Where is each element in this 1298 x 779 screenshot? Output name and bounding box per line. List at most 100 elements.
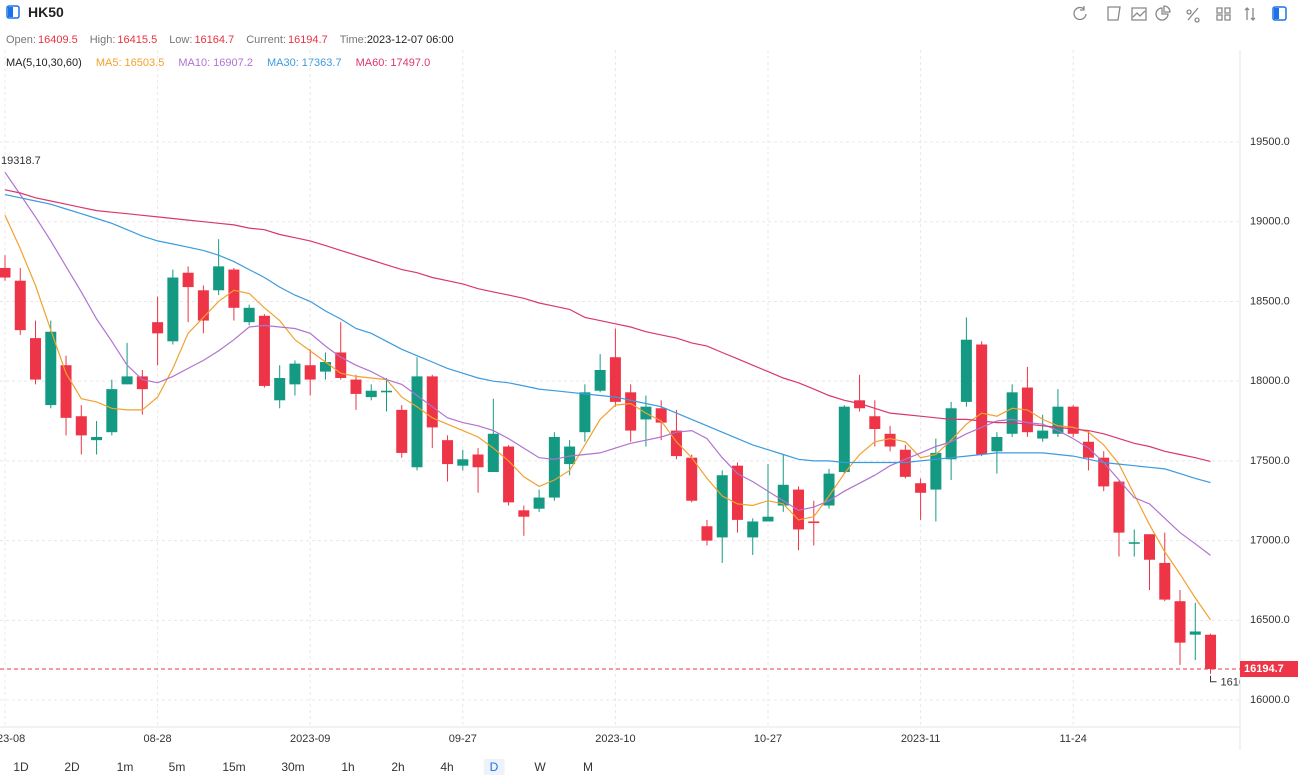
candle-body	[289, 363, 301, 385]
candle-body	[976, 344, 988, 455]
candle-body	[701, 526, 713, 541]
x-tick-label: 09-27	[449, 733, 477, 745]
current-price-label: 16194.7	[1244, 663, 1284, 675]
info-value: 16409.5	[37, 34, 78, 46]
candle-body	[258, 315, 270, 386]
info-value: 16194.7	[287, 34, 328, 46]
layout-button[interactable]	[1216, 7, 1231, 21]
toolbar	[1073, 5, 1287, 23]
candle-body	[991, 436, 1003, 452]
timeframe-button[interactable]: 15m	[222, 760, 246, 774]
candle-body	[121, 376, 133, 385]
draw-button[interactable]	[1107, 6, 1121, 21]
candle-body	[503, 446, 515, 503]
candle-body	[1144, 534, 1155, 560]
candle-body	[136, 376, 148, 390]
candle-body	[747, 521, 759, 538]
x-tick-label: 08-28	[144, 733, 172, 745]
candle-body	[45, 331, 57, 406]
candle-body	[1037, 430, 1049, 439]
candle-body	[1113, 481, 1125, 533]
ma-line	[4, 189, 1211, 462]
candle-body	[91, 436, 103, 441]
timeframe-button[interactable]: 1D	[13, 760, 29, 774]
percent-button[interactable]	[1186, 7, 1200, 23]
refresh-button[interactable]	[1073, 6, 1087, 21]
candle-body	[457, 459, 469, 466]
candle-body	[1006, 392, 1018, 434]
y-tick-label: 19000.0	[1250, 216, 1290, 228]
ma-legend: MA(5,10,30,60) MA5: 16503.5 MA10: 16907.2 M…	[6, 57, 444, 69]
candle-body	[411, 376, 423, 468]
candle-body	[808, 521, 820, 524]
symbol-title: HK50	[28, 4, 64, 20]
chart-type-button[interactable]	[1155, 5, 1171, 21]
current-price-tag	[1240, 661, 1298, 678]
info-label: Current:	[246, 34, 286, 46]
logo-icon	[6, 5, 20, 19]
candle-body	[350, 379, 362, 394]
candle-body	[1098, 457, 1110, 487]
candle-body	[487, 433, 499, 473]
candle-body	[655, 408, 667, 423]
y-tick-label: 16000.0	[1250, 694, 1290, 706]
candle-body	[1128, 542, 1140, 544]
candle-body	[274, 377, 286, 401]
candle-body	[823, 473, 835, 506]
candle-body	[1082, 441, 1094, 458]
candle-body	[518, 510, 530, 517]
min-label: 16164.7	[1221, 677, 1261, 689]
x-tick-label: 11-24	[1060, 733, 1087, 745]
candle-body	[472, 454, 484, 468]
candle-body	[899, 449, 911, 477]
candle-body	[1189, 631, 1201, 635]
timeframe-button[interactable]: 2D	[64, 760, 80, 774]
timeframe-button[interactable]: 1h	[341, 760, 355, 774]
candle-body	[1067, 406, 1079, 434]
candle-body	[960, 339, 972, 402]
ma-line	[4, 194, 1211, 484]
candle-body	[854, 400, 866, 409]
candle-body	[564, 446, 576, 465]
ma-line	[4, 215, 1211, 621]
ma-title: MA(5,10,30,60)	[6, 57, 82, 69]
timeframe-button[interactable]: 1m	[116, 760, 134, 774]
candle-body	[915, 483, 927, 493]
timeframe-button[interactable]: W	[534, 760, 546, 774]
candle-body	[670, 430, 682, 457]
legend-entry: MA5: 16503.5	[95, 57, 165, 69]
candle-body	[1159, 562, 1171, 600]
fullscreen-button[interactable]	[1272, 6, 1287, 21]
timeframe-button[interactable]: M	[583, 760, 593, 774]
info-value: 16164.7	[194, 34, 235, 46]
candle-body	[930, 452, 942, 490]
candle-body	[213, 266, 225, 291]
timeframe-button[interactable]: 4h	[440, 760, 454, 774]
candle-body	[533, 497, 545, 509]
compare-button[interactable]	[1244, 7, 1256, 21]
candle-body	[197, 290, 209, 321]
y-tick-label: 16500.0	[1250, 614, 1290, 626]
timeframe-button[interactable]: D	[483, 759, 505, 775]
info-time: 2023-12-07 06:00	[366, 34, 454, 46]
y-tick-label: 18500.0	[1250, 295, 1290, 307]
max-label: 19318.7	[1, 155, 41, 167]
candle-body	[243, 307, 255, 323]
legend-entry: MA30: 17363.7	[266, 57, 342, 69]
candle-body	[548, 436, 560, 498]
info-label: Low:	[169, 34, 193, 46]
chart: 19318.7 16164.7 16000.0 16500.0 17000.0 1750…	[0, 50, 1298, 750]
candle-body	[1205, 634, 1217, 670]
candle-body	[731, 465, 743, 520]
info-label: High:	[89, 34, 116, 46]
candle-body	[793, 489, 805, 530]
candle-body	[319, 362, 331, 372]
timeframe-button[interactable]: 5m	[168, 760, 186, 774]
indicator-button[interactable]	[1131, 7, 1147, 21]
timeframe-button[interactable]: 2h	[391, 760, 405, 774]
timeframe-button[interactable]: 30m	[281, 760, 305, 774]
info-label: Open:	[6, 34, 36, 46]
y-tick-label: 19500.0	[1250, 136, 1290, 148]
candle-body	[609, 357, 621, 402]
